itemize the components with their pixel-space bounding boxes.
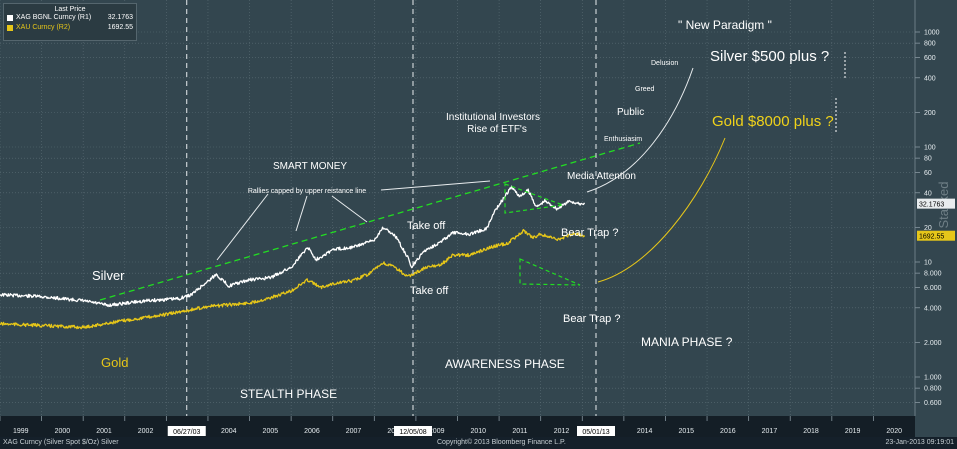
legend-swatch-gold [7, 25, 13, 31]
x-tick-label-2004: 2004 [221, 428, 237, 435]
grid [0, 0, 915, 416]
price-tag-label-0: 32.1763 [919, 202, 944, 209]
x-tick-label-1999: 1999 [13, 428, 29, 435]
label-gold-target: Gold $8000 plus ? [712, 113, 834, 130]
label-smart-money: SMART MONEY [273, 161, 347, 172]
phase-marker-label-2: 05/01/13 [582, 429, 609, 436]
legend-item-silver: XAG BGNL Curncy (R1) 32.1763 [4, 13, 136, 23]
legend-label-silver: XAG BGNL Curncy (R1) [16, 14, 92, 21]
x-tick-label-2017: 2017 [762, 428, 778, 435]
label-silver-target: Silver $500 plus ? [710, 48, 829, 65]
phase-marker-box-2 [576, 426, 615, 436]
axes: 1999200020012002200320042005200620072008… [0, 30, 955, 437]
price-tag-label-1: 1692.55 [919, 234, 944, 241]
x-tick-label-2005: 2005 [263, 428, 279, 435]
legend-heading: Last Price [54, 6, 86, 13]
label-delusion: Delusion [651, 60, 678, 67]
x-tick-label-2020: 2020 [886, 428, 902, 435]
series-layer [0, 185, 586, 330]
y-tick-label-lower-5: 1.000 [924, 375, 942, 382]
legend: Last Price XAG BGNL Curncy (R1) 32.1763 … [3, 3, 137, 41]
x-tick-label-2014: 2014 [637, 428, 653, 435]
x-tick-label-2018: 2018 [803, 428, 819, 435]
footer-right: 23-Jan-2013 09:19:01 [885, 439, 955, 446]
phase-marker-box-1 [393, 426, 432, 436]
x-tick-label-2006: 2006 [304, 428, 320, 435]
label-take-off-gold: Take off [410, 285, 449, 297]
y-tick-label-upper-6: 80 [924, 156, 932, 163]
arrow-rally-3 [331, 195, 368, 223]
y-tick-label-upper-10: 10 [924, 260, 932, 267]
y-tick-label-lower-4: 2.000 [924, 340, 942, 347]
x-tick-label-2011: 2011 [512, 428, 527, 435]
label-awareness-phase: AWARENESS PHASE [445, 357, 565, 371]
gold-projection [597, 137, 726, 283]
price-tag-1 [917, 230, 955, 241]
series-line-silver [0, 185, 586, 308]
phase-marker-label-1: 12/05/08 [399, 429, 426, 436]
y-tick-label-upper-8: 40 [924, 190, 932, 197]
y-tick-label-lower-6: 0.800 [924, 386, 942, 393]
x-tick-label-2010: 2010 [471, 428, 487, 435]
x-tick-label-2016: 2016 [720, 428, 736, 435]
label-rallies: Rallies capped by upper reistance line [248, 188, 366, 195]
x-tick-label-2009: 2009 [429, 428, 445, 435]
label-gold: Gold [101, 355, 128, 370]
x-tick-label-2001: 2001 [96, 428, 112, 435]
y-tick-label-upper-7: 60 [924, 170, 932, 177]
x-tick-label-2002: 2002 [138, 428, 154, 435]
label-media-attention: Media Attention [567, 171, 636, 182]
label-stealth-phase: STEALTH PHASE [240, 387, 337, 401]
x-tick-label-2012: 2012 [554, 428, 570, 435]
x-tick-label-2007: 2007 [346, 428, 362, 435]
silver-triangle [504, 183, 564, 214]
x-tick-label-2019: 2019 [845, 428, 861, 435]
y-tick-label-lower-7: 0.600 [924, 400, 942, 407]
y-tick-label-lower-2: 6.000 [924, 285, 942, 292]
legend-item-gold: XAU Curncy (R2) 1692.55 [4, 23, 136, 33]
y-tick-label-upper-1: 800 [924, 41, 936, 48]
legend-value-silver: 32.1763 [107, 14, 133, 21]
y-tick-label-lower-3: 4.000 [924, 305, 942, 312]
price-tag-0 [917, 198, 955, 209]
x-axis-band [0, 416, 915, 437]
resistance-line [99, 142, 641, 301]
y-tick-label-upper-2: 600 [924, 55, 936, 62]
x-tick-label-2015: 2015 [678, 428, 694, 435]
y-tick-label-upper-0: 1000 [924, 30, 940, 37]
label-public: Public [617, 107, 644, 118]
label-enthusiasm: Enthusiasim [604, 136, 642, 143]
phase-markers [186, 0, 597, 416]
label-bear-trap-1: Bear Trap ? [561, 227, 618, 239]
footer-center: Copyright© 2013 Bloomberg Finance L.P. [437, 439, 566, 446]
label-institutional: Institutional Investors [446, 112, 540, 123]
x-tick-label-2000: 2000 [55, 428, 71, 435]
series-line-gold [0, 228, 586, 330]
footer: XAG Curncy (Silver Spot $/Oz) Silver Cop… [0, 437, 957, 449]
arrow-rally-2 [295, 195, 308, 232]
arrow-rally-4 [380, 180, 491, 191]
label-etf: Rise of ETF's [467, 124, 527, 135]
label-silver: Silver [92, 268, 125, 283]
y-tick-label-upper-5: 100 [924, 145, 936, 152]
phase-marker-label-0: 06/27/03 [173, 429, 200, 436]
y-tick-label-lower-1: 8.000 [924, 271, 942, 278]
footer-left: XAG Curncy (Silver Spot $/Oz) Silver [3, 439, 119, 446]
label-bear-trap-2: Bear Trap ? [563, 313, 620, 325]
arrow-rally-1 [216, 193, 269, 261]
annotation-overlay: Silver Gold SMART MONEY Rallies capped b… [92, 18, 951, 401]
legend-label-gold: XAU Curncy (R2) [16, 24, 71, 31]
y-tick-label-upper-3: 400 [924, 75, 936, 82]
legend-value-gold: 1692.55 [107, 24, 133, 31]
legend-swatch-silver [7, 15, 13, 21]
silver-projection [586, 67, 694, 193]
label-take-off-silver: Take off [407, 220, 446, 232]
label-new-paradigm: " New Paradigm " [678, 18, 772, 32]
y-tick-label-upper-9: 20 [924, 225, 932, 232]
phase-marker-box-0 [167, 426, 206, 436]
label-mania-phase: MANIA PHASE ? [641, 335, 733, 349]
y-tick-label-upper-4: 200 [924, 110, 936, 117]
label-greed: Greed [635, 86, 655, 93]
